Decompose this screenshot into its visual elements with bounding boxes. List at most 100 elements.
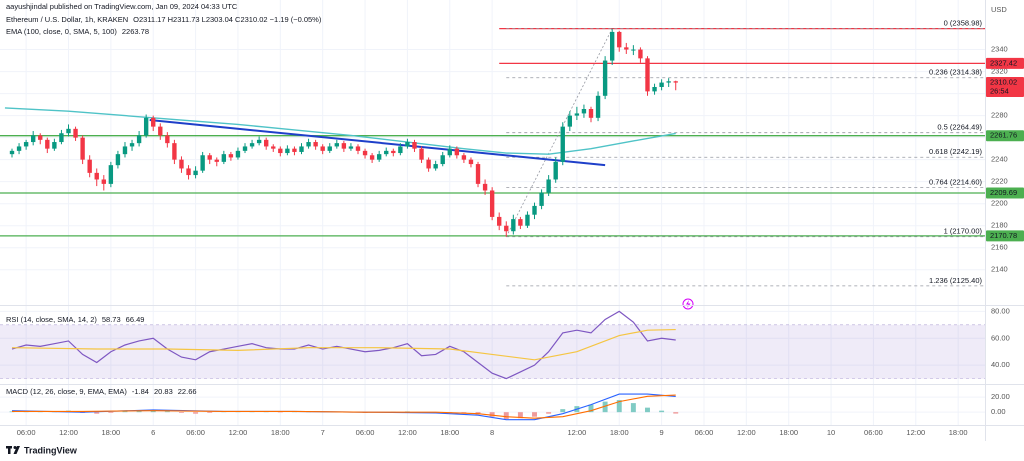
histogram-bar	[645, 407, 650, 413]
price-badge-countdown: 26:54	[990, 87, 1009, 96]
candle-body	[369, 155, 375, 160]
ohlc-readout: O2311.17 H2311.73 L2303.04 C2310.02 −1.1…	[133, 15, 322, 24]
candle-body	[271, 146, 276, 149]
indicator-value: 22.66	[178, 387, 197, 396]
histogram-bar	[178, 412, 184, 413]
candle-body	[52, 142, 57, 149]
candle-body	[631, 49, 636, 51]
candle-body	[122, 146, 128, 155]
candle-body	[73, 128, 78, 138]
indicator-value: 20.83	[154, 387, 173, 396]
candle-body	[306, 142, 311, 147]
candle-body	[362, 150, 368, 156]
candle-body	[461, 155, 467, 160]
footer-brand: TradingView	[24, 445, 78, 455]
candle-body	[624, 47, 629, 50]
y-tick-label: 2280	[991, 111, 1008, 120]
candle-body	[567, 115, 573, 127]
histogram-value: -1.84	[132, 387, 149, 396]
histogram-bar	[164, 411, 170, 413]
histogram-bar	[659, 410, 665, 413]
fib-label: 1.236 (2125.40)	[929, 276, 982, 285]
candle-body	[518, 219, 523, 226]
candle-body	[221, 154, 227, 162]
histogram-bar	[560, 409, 566, 413]
candle-body	[66, 128, 71, 134]
x-tick-label: 12:00	[906, 428, 925, 437]
indicator-line	[11, 328, 676, 361]
candle-body	[574, 113, 580, 116]
candle-body	[482, 183, 488, 191]
x-tick-label: 18:00	[101, 428, 120, 437]
x-tick-label: 06:00	[186, 428, 205, 437]
x-tick-label: 12:00	[229, 428, 248, 437]
price-badge	[986, 130, 1024, 142]
y-tick-label: 0.00	[991, 407, 1006, 416]
candle-body	[546, 179, 551, 193]
candle-body	[228, 154, 234, 158]
candle-body	[278, 148, 283, 154]
candle-body	[59, 133, 64, 143]
candle-body	[405, 142, 410, 147]
candle-body	[9, 150, 15, 155]
candle-body	[511, 219, 516, 232]
rsi-band	[0, 324, 985, 379]
candle-body	[355, 146, 361, 151]
candle-body	[581, 109, 587, 114]
candle-body	[398, 146, 403, 154]
candle-body	[433, 164, 438, 169]
price-badge-label: 2170.78	[990, 231, 1017, 240]
y-tick-label: 2240	[991, 155, 1008, 164]
candle-body	[652, 86, 657, 92]
x-tick-label: 18:00	[610, 428, 629, 437]
candle-body	[38, 135, 43, 140]
candle-body	[497, 216, 502, 226]
candle-body	[165, 135, 170, 144]
histogram-bar	[136, 410, 142, 413]
ema-legend: EMA (100, close, 0, SMA, 5, 100)	[6, 27, 117, 36]
rsi-legend: RSI (14, close, SMA, 14, 2)	[6, 315, 97, 324]
histogram-bar	[122, 411, 128, 413]
candle-body	[412, 142, 417, 149]
candle-body	[242, 146, 248, 151]
candle-body	[638, 49, 643, 59]
y-tick-label: 2340	[991, 45, 1008, 54]
fib-label: 0.618 (2242.19)	[929, 147, 982, 156]
candle-body	[532, 205, 537, 215]
y-tick-label: 2320	[991, 67, 1008, 76]
candle-body	[249, 143, 255, 147]
histogram-bar	[616, 400, 622, 413]
logo-part	[8, 446, 11, 454]
fib-label: 0.236 (2314.38)	[929, 68, 982, 77]
candle-body	[588, 109, 594, 118]
y-tick-label: 2160	[991, 243, 1008, 252]
candle-body	[602, 60, 608, 96]
candle-body	[313, 142, 318, 147]
candle-body	[143, 117, 149, 136]
ema-line	[4, 107, 676, 155]
axes: 06:00 12:00 18:00 6 06:00 12:00 18:00 7 06:00 12:…	[0, 0, 1024, 441]
candle-body	[200, 155, 205, 171]
candle-body	[475, 164, 481, 184]
candle-body	[553, 161, 558, 180]
histogram-bar	[489, 412, 495, 417]
price-badge-label: 2261.76	[990, 131, 1017, 140]
marks	[9, 28, 679, 421]
y-tick-label: 2200	[991, 199, 1008, 208]
grid	[0, 0, 985, 425]
candle-body	[327, 146, 332, 151]
candle-body	[172, 143, 177, 160]
histogram-bar	[517, 412, 523, 419]
x-tick-label: 18:00	[779, 428, 798, 437]
candle-body	[617, 31, 622, 48]
y-tick-label: 2180	[991, 221, 1008, 230]
candle-body	[158, 126, 163, 136]
logo-part	[13, 446, 17, 449]
indicator-line	[12, 394, 676, 419]
candle-body	[186, 168, 191, 176]
candle-body	[87, 159, 92, 173]
y-tick-label: 80.00	[991, 306, 1010, 315]
x-tick-label: 8	[490, 428, 494, 437]
candle-body	[525, 214, 530, 226]
